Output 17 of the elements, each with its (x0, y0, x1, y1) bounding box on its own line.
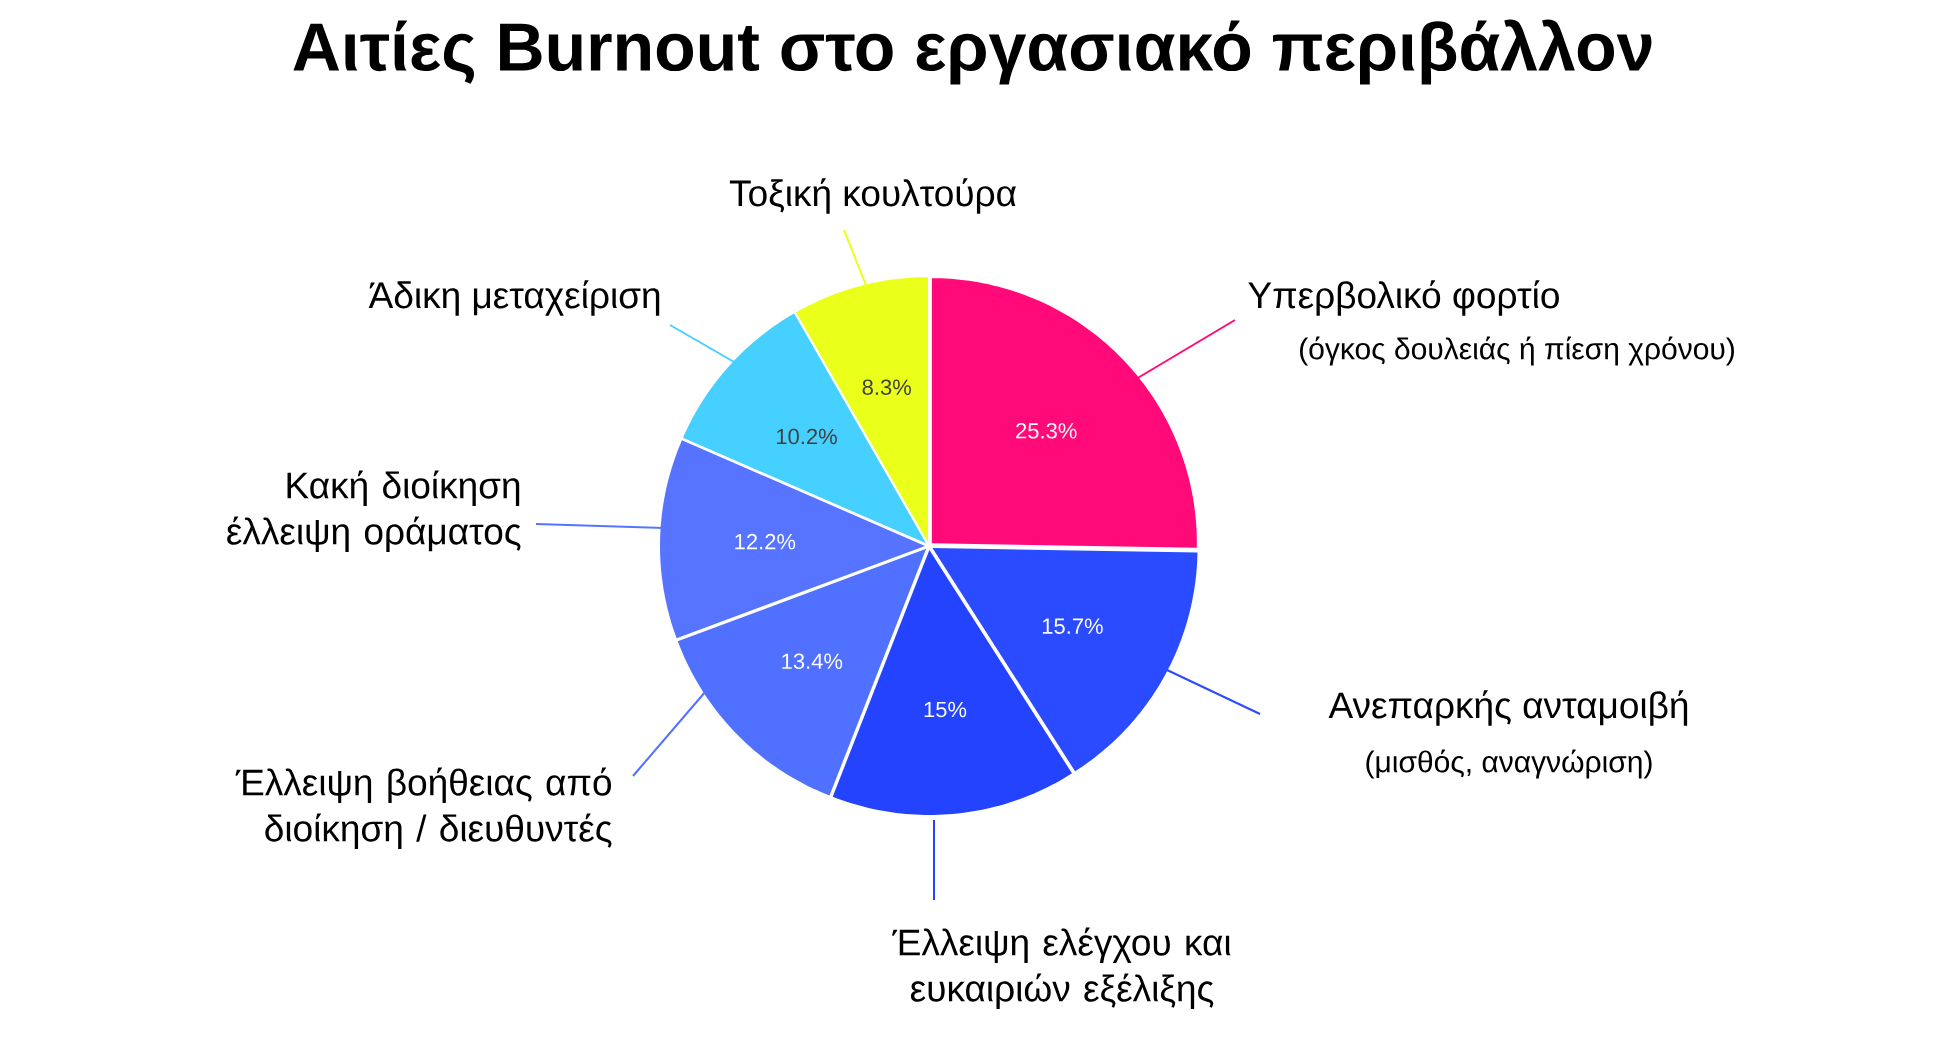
text: (όγκος δουλειάς ή πίεση χρόνου) (1300, 336, 1734, 366)
slice-label: Έλλειψη βοήθειας από διοίκηση / διευθυντές (235, 767, 612, 849)
data-label: 25.3% (1016, 423, 1077, 439)
data-label: 13.4% (782, 653, 843, 669)
data-label: 8.3% (862, 379, 911, 395)
data-label: 10.2% (776, 428, 837, 445)
slice-label: Άδικη μεταχείριση (368, 280, 660, 316)
legend-label: Ανεπαρκής ανταμοιβή (1328, 690, 1688, 726)
data-label: 12.2% (735, 533, 796, 550)
slice-label: Υπερβολικό φορτίο (1248, 280, 1559, 316)
slice-label: Έλλειψη ελέγχου και ευκαιριών εξέλιξης (892, 927, 1231, 1009)
slice-label: Κακή διοίκηση έλλειψη οράματος (227, 470, 521, 552)
chart-title: Αιτίες Burnout στο εργασιακό περιβάλλον (293, 19, 1652, 85)
text: (μισθός, αναγνώριση) (1366, 749, 1652, 779)
slice-label: Τοξική κουλτούρα (729, 178, 1016, 214)
data-label: 15% (924, 701, 967, 718)
data-label: 15.7% (1042, 618, 1103, 634)
